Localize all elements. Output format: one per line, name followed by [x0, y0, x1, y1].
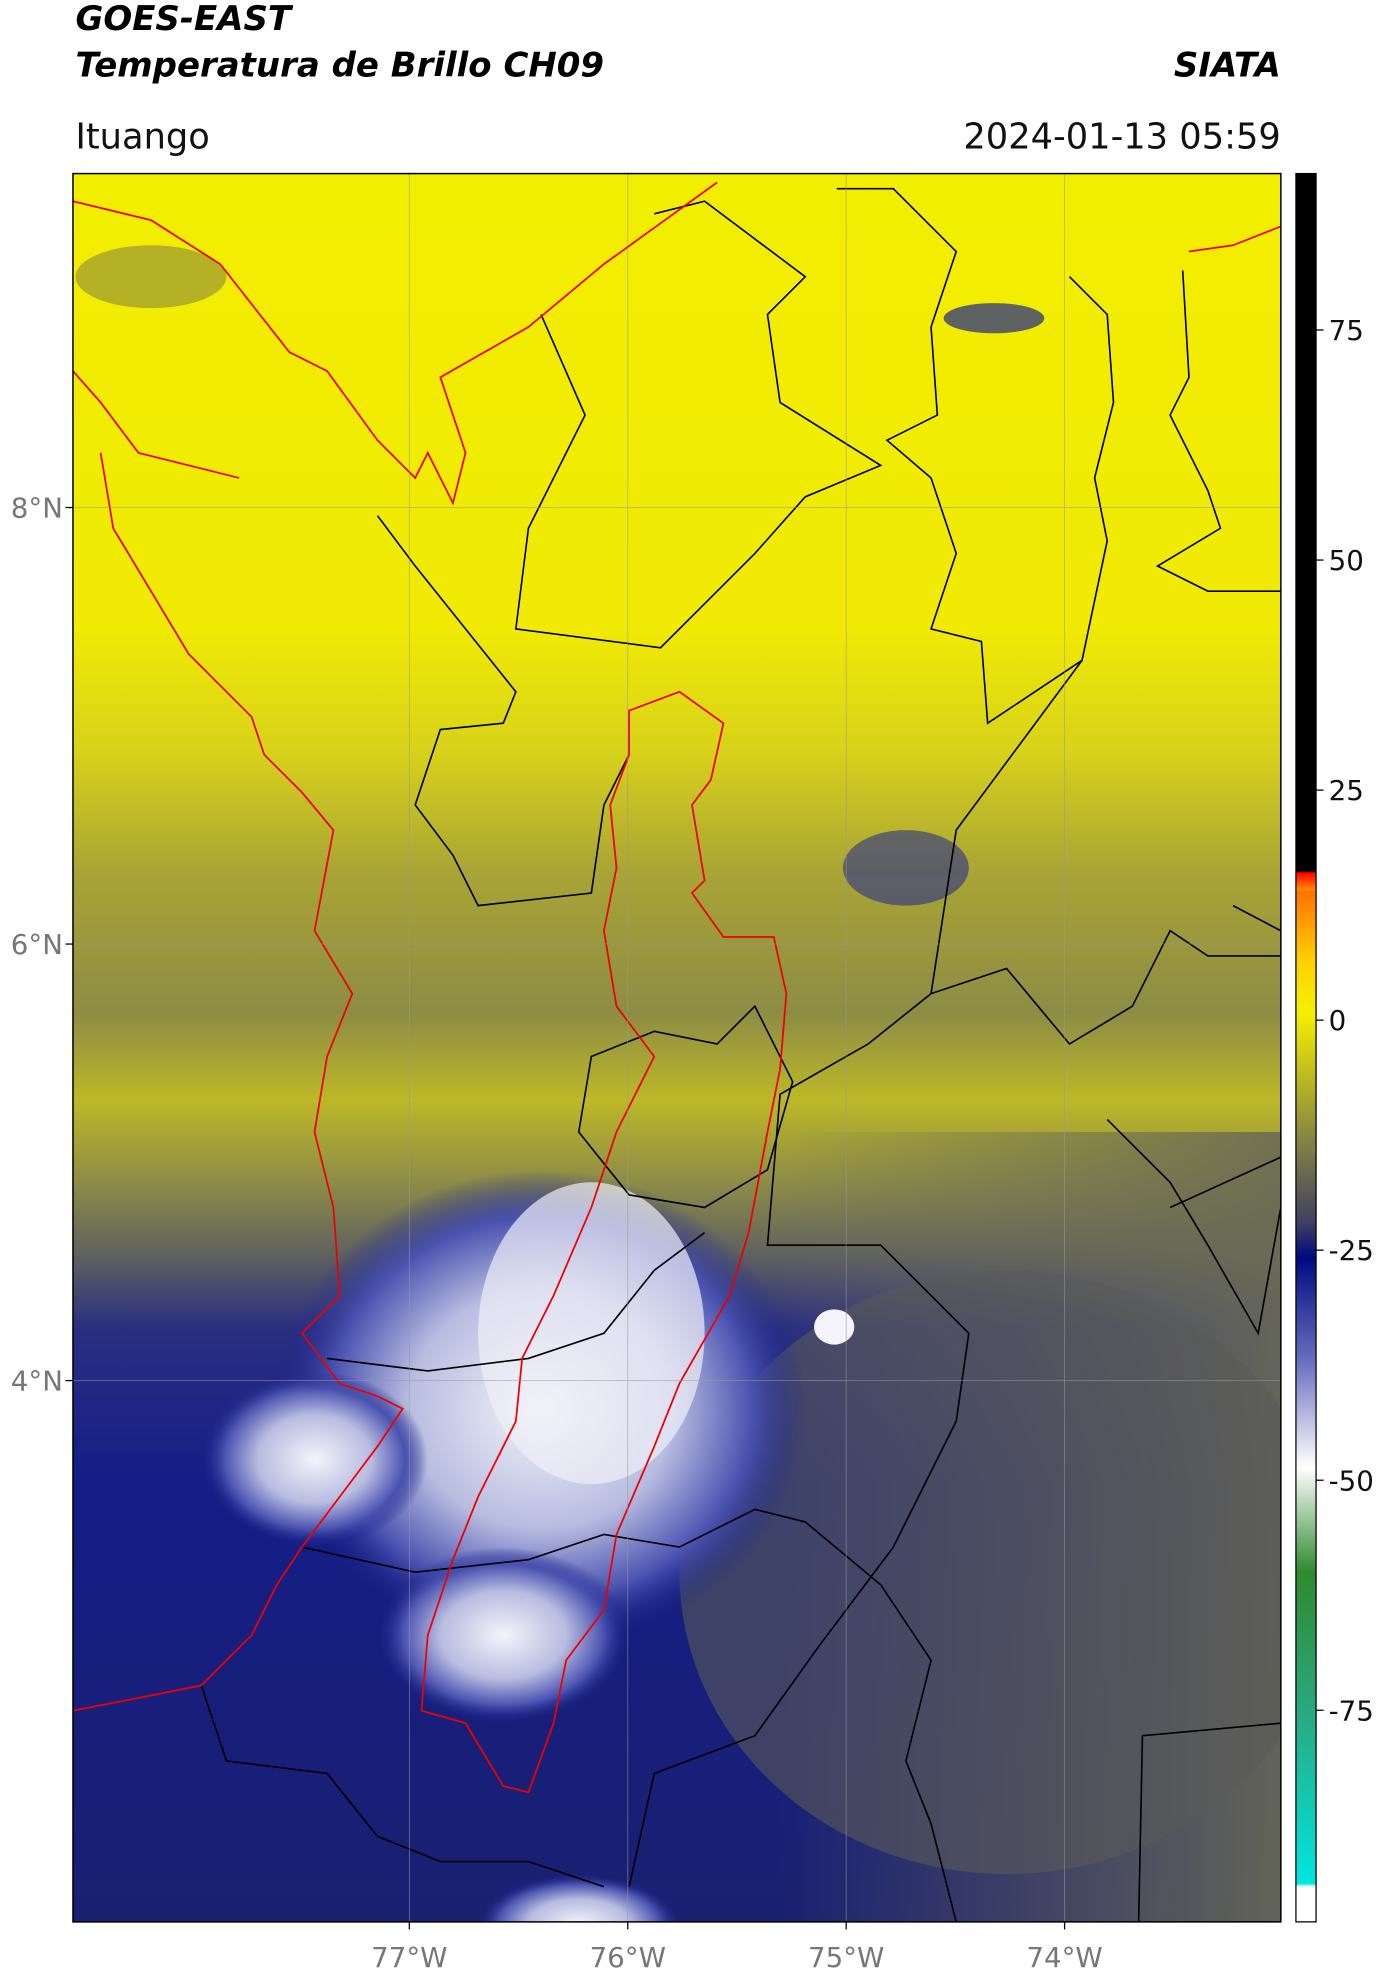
border	[1155, 270, 1281, 592]
map-frame	[72, 172, 1282, 1923]
colorbar-tick-label: 75	[1329, 314, 1364, 347]
y-tick-label: 8°N	[11, 492, 63, 525]
border	[836, 187, 1115, 725]
border	[1106, 1118, 1281, 1336]
border	[301, 1508, 958, 1922]
cloud	[842, 830, 969, 906]
cloud	[201, 1370, 428, 1548]
cloud	[478, 1182, 705, 1485]
x-tick-label: 75°W	[808, 1941, 884, 1974]
colorbar	[1295, 172, 1317, 1923]
coastline	[72, 181, 1281, 1794]
colorbar-tick-label: -25	[1329, 1234, 1374, 1267]
grid	[72, 173, 1281, 1922]
cloud	[377, 1547, 630, 1724]
y-tick-label: 4°N	[11, 1365, 63, 1398]
border	[200, 1685, 605, 1888]
colorbar-tick-label: -50	[1329, 1464, 1374, 1497]
colorbar-tick-label: -75	[1329, 1694, 1374, 1727]
border	[1169, 904, 1281, 1209]
cloud	[814, 1309, 855, 1345]
coastline	[72, 370, 404, 1712]
colorbar-tick-label: 25	[1329, 774, 1364, 807]
cloud	[75, 245, 227, 309]
title: GOES-EAST	[75, 0, 293, 39]
y-tick-label: 6°N	[11, 928, 63, 961]
location: Ituango	[75, 116, 209, 157]
colorbar-tick-label: 50	[1329, 544, 1364, 577]
coastline	[1188, 225, 1281, 253]
map-image	[72, 173, 1281, 1922]
borders	[200, 187, 1281, 1922]
datetime: 2024-01-13 05:59	[963, 116, 1280, 157]
colorbar-tick-label: 0	[1329, 1004, 1347, 1037]
basin-boundary	[420, 690, 788, 1794]
brightness-field	[679, 1270, 1281, 1874]
subtitle: Temperatura de Brillo CH09	[75, 46, 604, 86]
coastline	[72, 181, 718, 506]
source: SIATA	[1174, 46, 1281, 86]
x-tick-label: 74°W	[1026, 1941, 1102, 1974]
border	[376, 515, 630, 907]
x-tick-label: 76°W	[590, 1941, 666, 1974]
border	[1137, 1722, 1281, 1922]
border	[577, 1004, 794, 1209]
border	[514, 200, 883, 649]
border	[628, 659, 1083, 1887]
cloud	[943, 303, 1045, 334]
border	[327, 1231, 706, 1372]
border	[930, 929, 1281, 1046]
x-tick-label: 77°W	[371, 1941, 447, 1974]
